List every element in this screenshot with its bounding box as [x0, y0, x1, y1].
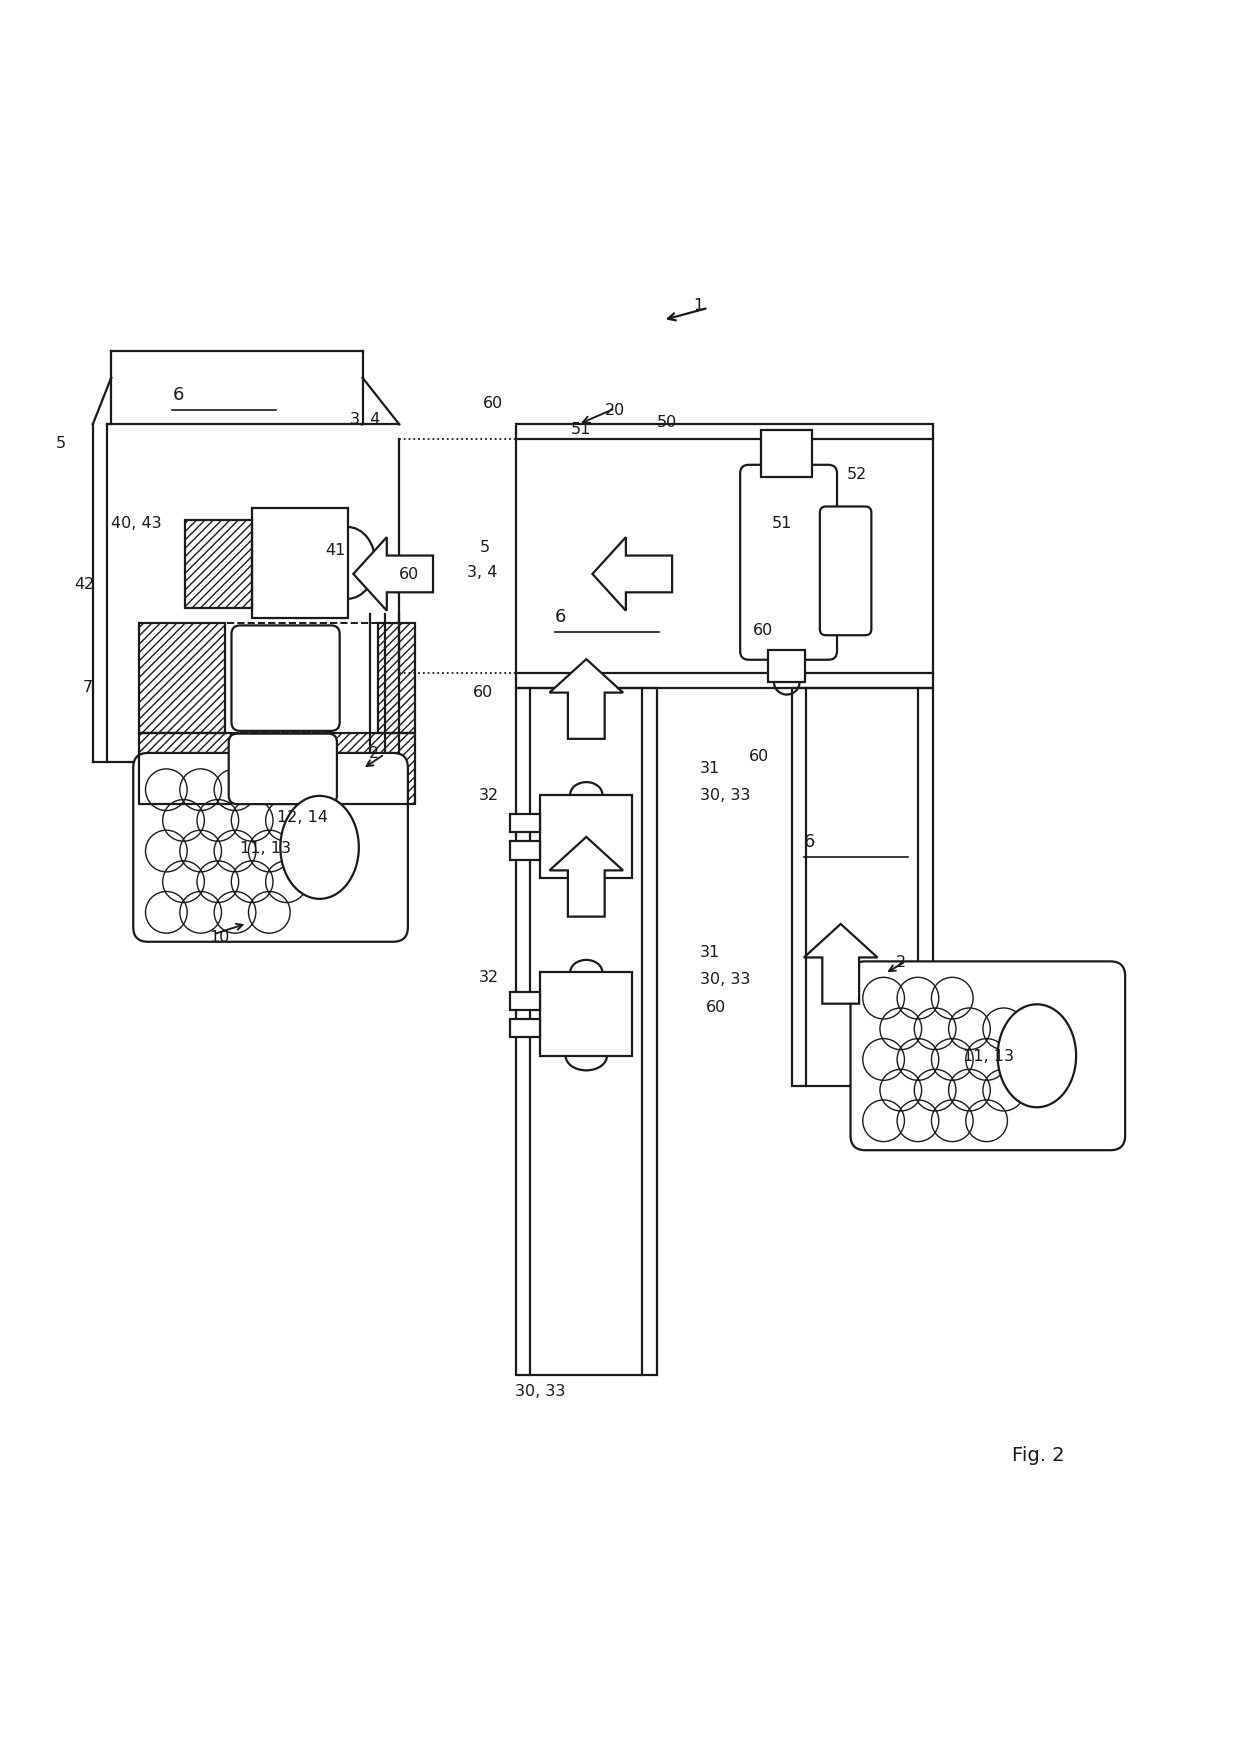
Bar [252, 508, 347, 618]
Bar [541, 796, 632, 878]
FancyBboxPatch shape [228, 734, 337, 805]
Bar [510, 993, 541, 1010]
FancyBboxPatch shape [740, 466, 837, 661]
Text: 60: 60 [753, 622, 773, 638]
Text: 5: 5 [480, 539, 490, 555]
Bar [541, 973, 632, 1056]
Text: 32: 32 [479, 970, 500, 984]
FancyBboxPatch shape [851, 961, 1125, 1151]
Text: 50: 50 [657, 415, 677, 430]
Text: 2: 2 [368, 747, 378, 761]
Text: 6: 6 [172, 385, 184, 404]
FancyBboxPatch shape [133, 754, 408, 942]
Text: 42: 42 [74, 576, 94, 592]
Text: 10: 10 [210, 929, 229, 945]
Text: 7: 7 [83, 680, 93, 694]
Polygon shape [549, 838, 622, 917]
Text: 5: 5 [56, 436, 66, 452]
Polygon shape [353, 538, 433, 611]
Text: 41: 41 [326, 543, 346, 557]
Text: 3, 4: 3, 4 [350, 411, 381, 427]
Text: 60: 60 [399, 568, 419, 582]
Bar [378, 624, 415, 734]
Bar [378, 624, 415, 734]
Text: 60: 60 [706, 1000, 727, 1014]
Text: 51: 51 [570, 422, 591, 436]
Text: 20: 20 [605, 402, 625, 418]
FancyBboxPatch shape [820, 508, 872, 636]
Ellipse shape [280, 796, 358, 900]
Bar [185, 520, 252, 610]
Bar [185, 520, 252, 610]
Polygon shape [804, 924, 878, 1003]
Bar [330, 734, 415, 805]
Polygon shape [593, 538, 672, 611]
Text: 51: 51 [773, 515, 792, 531]
Bar [139, 734, 232, 805]
Text: 11, 13: 11, 13 [239, 840, 291, 856]
Text: 1: 1 [693, 297, 704, 313]
Text: 60: 60 [749, 748, 769, 764]
Text: 30, 33: 30, 33 [699, 972, 750, 986]
Bar [510, 1019, 541, 1038]
Polygon shape [549, 661, 622, 740]
FancyBboxPatch shape [232, 625, 340, 731]
Bar [139, 734, 415, 805]
Text: 40, 43: 40, 43 [112, 515, 161, 531]
Ellipse shape [998, 1005, 1076, 1107]
Bar [139, 624, 226, 734]
Bar [761, 430, 812, 478]
Bar [791, 689, 932, 1088]
Text: 2: 2 [895, 954, 906, 970]
Bar [510, 813, 541, 833]
Text: 6: 6 [556, 608, 567, 625]
Bar [769, 650, 805, 682]
Bar [510, 842, 541, 861]
Text: 31: 31 [699, 761, 720, 775]
Bar [139, 624, 226, 734]
Text: 52: 52 [847, 467, 867, 481]
Text: 31: 31 [699, 945, 720, 959]
Bar [330, 734, 415, 805]
Bar [516, 425, 932, 689]
Text: 3, 4: 3, 4 [466, 564, 497, 580]
Text: 32: 32 [479, 787, 500, 803]
Bar [516, 689, 657, 1374]
Text: 60: 60 [482, 395, 503, 411]
Bar [139, 734, 232, 805]
Text: 6: 6 [804, 833, 815, 850]
Text: 60: 60 [472, 685, 494, 699]
Bar [139, 624, 415, 734]
Text: 12, 14: 12, 14 [277, 810, 327, 824]
Text: Fig. 2: Fig. 2 [1012, 1444, 1065, 1464]
Text: 30, 33: 30, 33 [515, 1383, 565, 1399]
Text: 11, 13: 11, 13 [963, 1049, 1014, 1063]
Text: 30, 33: 30, 33 [699, 787, 750, 803]
